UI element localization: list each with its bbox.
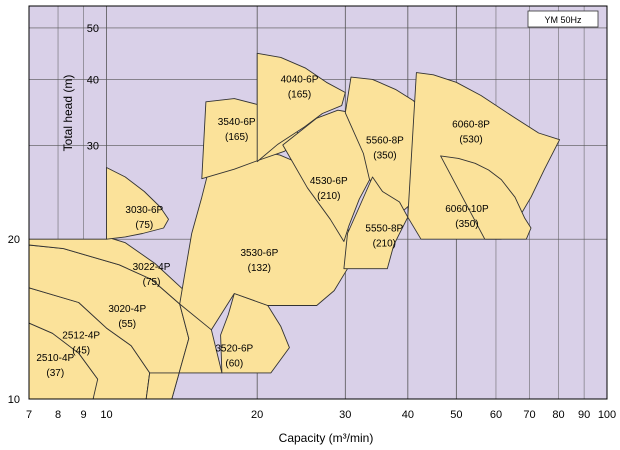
x-tick-label: 80 <box>552 409 564 421</box>
x-tick-label: 20 <box>251 409 263 421</box>
model-name-label: 5550-8P <box>365 223 403 234</box>
model-power-label: (75) <box>143 277 161 288</box>
model-power-label: (350) <box>373 150 396 161</box>
model-power-label: (210) <box>317 191 340 202</box>
y-axis-title: Total head (m) <box>61 75 75 152</box>
x-tick-label: 70 <box>523 409 535 421</box>
region-5550-8P <box>343 176 409 270</box>
x-tick-label: 8 <box>55 409 61 421</box>
model-regions <box>28 52 561 400</box>
y-tick-label: 50 <box>87 23 99 35</box>
model-power-label: (165) <box>225 132 248 143</box>
legend: YM 50Hz <box>527 10 599 28</box>
region-6060-8P <box>407 72 561 240</box>
model-name-label: 3540-6P <box>218 117 256 128</box>
model-power-label: (132) <box>248 263 271 274</box>
model-name-label: 3530-6P <box>240 248 278 259</box>
model-power-label: (37) <box>46 368 64 379</box>
region-3030-6P <box>106 167 169 240</box>
model-name-label: 3020-4P <box>108 304 146 315</box>
x-tick-label: 10 <box>100 409 112 421</box>
region-6060-10P <box>440 155 532 240</box>
model-name-label: 4530-6P <box>310 176 348 187</box>
x-tick-label: 60 <box>490 409 502 421</box>
y-tick-label: 40 <box>87 74 99 86</box>
x-tick-label: 7 <box>26 409 32 421</box>
model-name-label: 3030-6P <box>125 205 163 216</box>
model-name-label: 3022-4P <box>133 262 171 273</box>
model-name-label: 4040-6P <box>281 74 319 85</box>
region-4040-6P <box>256 52 346 163</box>
model-power-label: (45) <box>72 346 90 357</box>
y-tick-label: 30 <box>87 141 99 153</box>
legend-label: YM 50Hz <box>544 15 582 25</box>
x-tick-label: 100 <box>598 409 616 421</box>
y-tick-label: 20 <box>8 234 20 246</box>
x-tick-label: 40 <box>402 409 414 421</box>
y-axis-ticks: 10 20 30 40 50 <box>8 23 99 406</box>
model-name-label: 3520-6P <box>215 343 253 354</box>
model-name-label: 2512-4P <box>62 331 100 342</box>
model-power-label: (60) <box>225 358 243 369</box>
x-tick-label: 9 <box>81 409 87 421</box>
model-power-label: (75) <box>135 220 153 231</box>
model-power-label: (210) <box>373 238 396 249</box>
x-axis-ticks: 7 8 9 10 20 30 40 50 60 70 80 90 100 <box>26 409 616 421</box>
x-tick-label: 50 <box>450 409 462 421</box>
model-name-label: 6060-10P <box>445 204 489 215</box>
model-name-label: 2510-4P <box>36 353 74 364</box>
y-tick-label: 10 <box>8 394 20 406</box>
plot-frame <box>28 5 608 400</box>
model-power-label: (350) <box>455 219 478 230</box>
x-axis-title: Capacity (m³/min) <box>279 431 374 445</box>
model-power-label: (55) <box>118 319 136 330</box>
model-power-label: (165) <box>288 89 311 100</box>
model-name-label: 6060-8P <box>452 119 490 130</box>
model-power-label: (530) <box>459 134 482 145</box>
model-name-label: 5560-8P <box>366 135 404 146</box>
x-tick-label: 90 <box>578 409 590 421</box>
x-tick-label: 30 <box>339 409 351 421</box>
model-labels: 2510-4P (37) 2512-4P (45) 3020-4P (55) 3022-4P… <box>36 74 490 379</box>
